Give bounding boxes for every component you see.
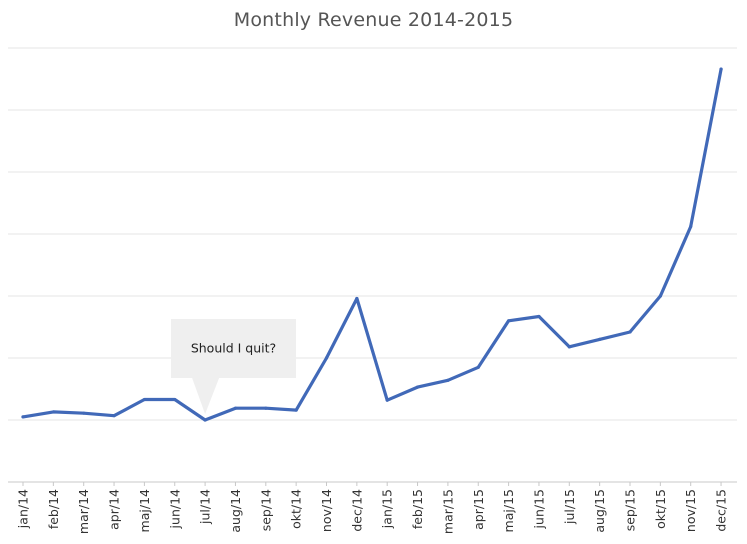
data-point	[476, 365, 480, 369]
data-point	[203, 418, 207, 422]
data-point	[507, 319, 511, 323]
x-tick-label: dec/15	[714, 489, 729, 532]
data-point	[628, 330, 632, 334]
x-tick-label: okt/14	[289, 489, 304, 529]
x-tick-label: feb/15	[410, 489, 425, 529]
x-tick-label: okt/15	[653, 489, 668, 529]
x-tick-label: sep/15	[623, 489, 638, 531]
x-tick-label: jan/15	[380, 489, 395, 529]
data-point	[324, 356, 329, 360]
data-point	[598, 337, 602, 341]
data-point	[173, 397, 177, 402]
x-tick-label: aug/14	[228, 489, 243, 533]
data-point	[51, 410, 55, 414]
data-point	[82, 411, 86, 415]
series-line	[21, 67, 723, 422]
data-point	[385, 398, 389, 402]
x-axis-ticks: jan/14 feb/14 mar/14 apr/14 maj/14 jun/14 jul/…	[16, 482, 729, 534]
chart-title: Monthly Revenue 2014-2015	[233, 9, 514, 31]
x-tick-label: aug/15	[592, 489, 607, 533]
data-point	[112, 414, 116, 418]
data-point	[537, 314, 541, 319]
data-point	[658, 294, 662, 298]
data-point	[21, 415, 25, 419]
x-tick-label: jul/15	[562, 489, 577, 525]
annotations: Should I quit?	[171, 319, 296, 414]
series-group	[21, 67, 723, 422]
x-tick-label: nov/14	[319, 489, 334, 532]
data-point	[264, 406, 268, 410]
x-tick-label: maj/15	[501, 489, 516, 532]
data-point	[446, 378, 450, 382]
x-tick-label: maj/14	[137, 489, 152, 532]
x-tick-label: feb/14	[46, 489, 61, 529]
data-point	[567, 345, 571, 349]
x-tick-label: apr/15	[471, 489, 486, 530]
data-point	[415, 385, 420, 389]
x-tick-label: mar/15	[440, 489, 455, 534]
x-tick-label: jan/14	[16, 489, 31, 529]
data-point	[719, 67, 723, 71]
annotation-text: Should I quit?	[191, 341, 276, 356]
x-tick-label: dec/14	[349, 489, 364, 532]
x-tick-label: jun/14	[167, 489, 182, 529]
x-tick-label: mar/14	[76, 489, 91, 534]
x-tick-label: jul/14	[198, 489, 213, 525]
x-tick-label: sep/14	[258, 489, 273, 531]
data-point	[142, 397, 146, 402]
data-point	[355, 296, 359, 301]
gridlines	[8, 47, 737, 421]
x-tick-label: apr/14	[107, 489, 122, 530]
x-tick-label: jun/15	[531, 489, 546, 529]
data-point	[294, 408, 298, 412]
data-point	[233, 406, 238, 410]
x-tick-label: nov/15	[683, 489, 698, 532]
annotation-callout	[171, 319, 296, 414]
data-point	[689, 224, 693, 229]
